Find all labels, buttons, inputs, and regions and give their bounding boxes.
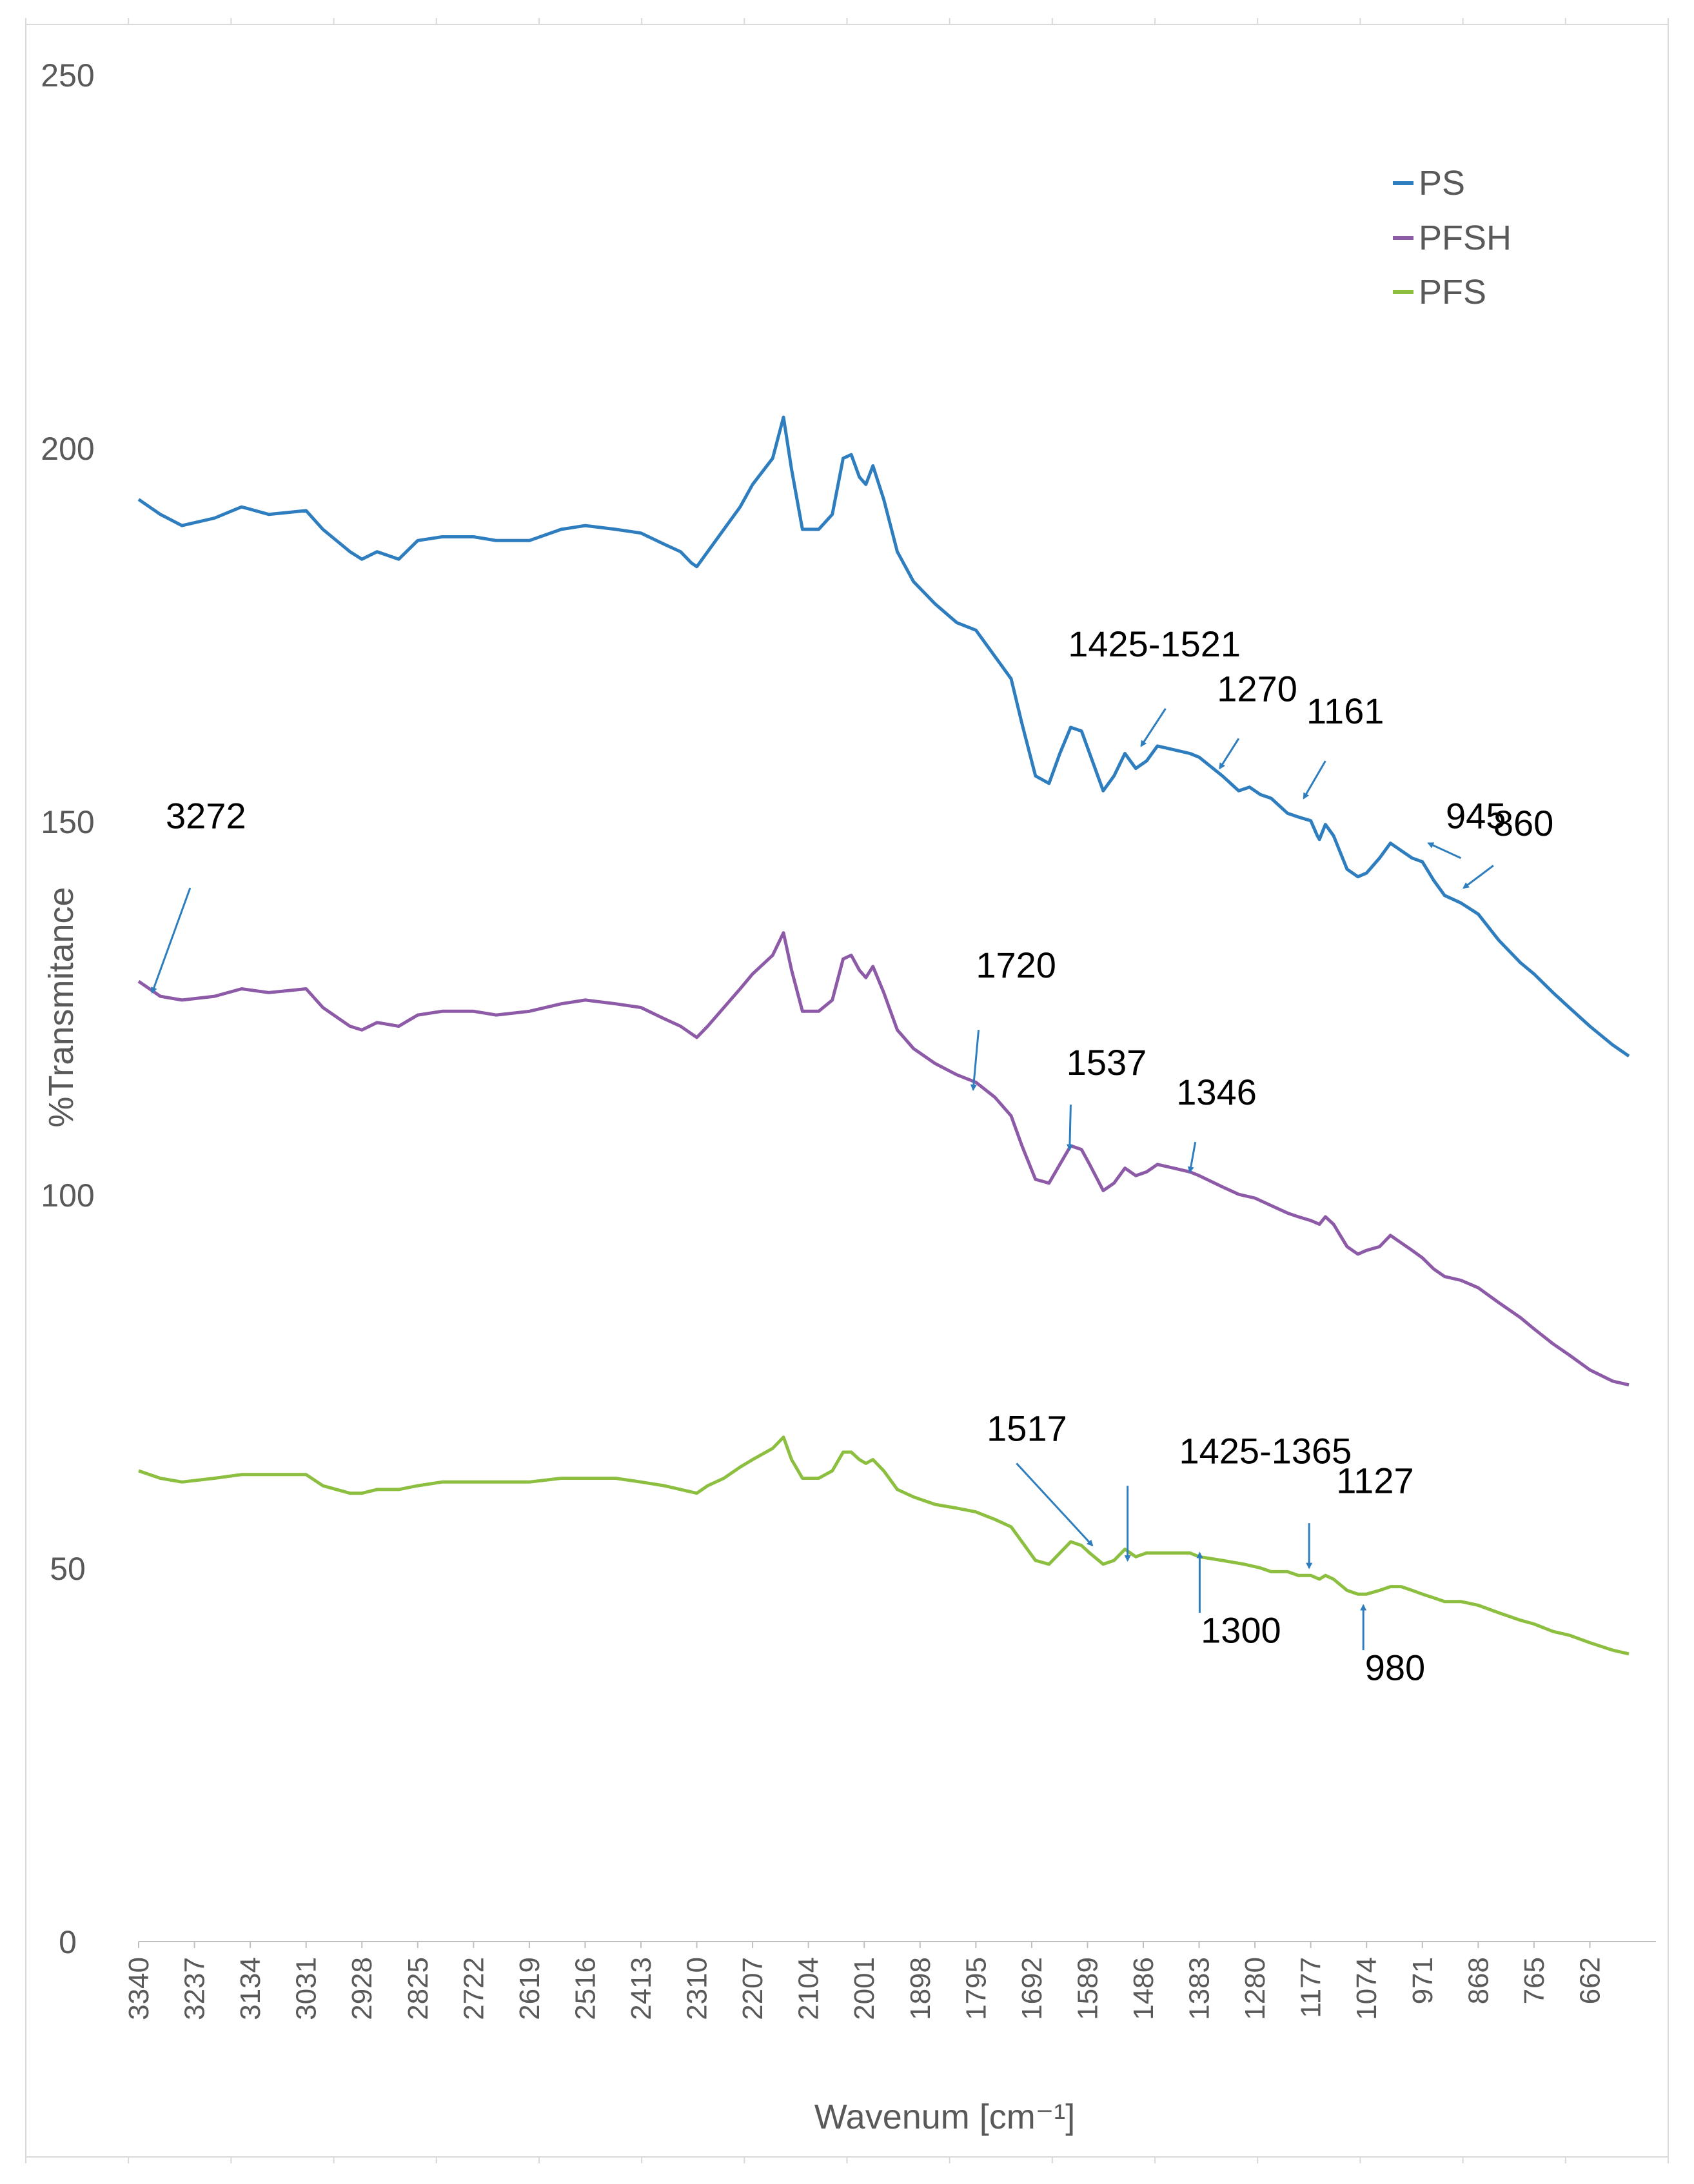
annotation-arrow [1463, 865, 1494, 889]
x-tick-label: 1589 [1072, 1957, 1103, 2020]
annotation-label: 1300 [1201, 1609, 1281, 1650]
x-tick-label: 765 [1519, 1957, 1550, 2004]
x-tick-label: 1280 [1239, 1957, 1271, 2020]
x-tick-label: 3031 [291, 1957, 322, 2020]
annotation-arrow [1303, 760, 1326, 800]
x-tick-label: 2722 [458, 1957, 489, 2020]
x-tick-label: 662 [1574, 1957, 1606, 2004]
x-tick-label: 1692 [1016, 1957, 1048, 2020]
annotation-label: 980 [1365, 1647, 1425, 1687]
annotation-arrow [1427, 842, 1462, 860]
annotation-label: 1720 [976, 945, 1056, 985]
x-tick-label: 2516 [569, 1957, 601, 2020]
y-tick-label: 50 [50, 1551, 86, 1587]
x-tick-label: 2001 [849, 1957, 880, 2020]
legend-label-ps: PS [1419, 164, 1465, 202]
annotation-label: 1346 [1176, 1072, 1257, 1112]
x-axis-ticks: 3340 3237 3134 3031 2928 2825 2722 2619 2516 2413… [123, 1942, 1606, 2020]
x-tick-label: 2310 [682, 1957, 713, 2020]
y-tick-label: 100 [41, 1177, 94, 1214]
x-tick-label: 1177 [1295, 1957, 1327, 2018]
y-tick-label: 150 [41, 804, 94, 840]
x-tick-label: 2619 [514, 1957, 546, 2020]
x-tick-label: 1795 [960, 1957, 992, 2020]
frame-ticks [25, 18, 1669, 2163]
x-tick-label: 1898 [905, 1957, 936, 2020]
annotation-label: 1270 [1217, 668, 1297, 709]
x-tick-label: 2207 [737, 1957, 769, 2020]
legend-label-pfsh: PFSH [1419, 219, 1512, 257]
annotation-label: 1425-1521 [1068, 624, 1241, 664]
y-axis-ticks: 0 50 100 150 200 250 [41, 57, 94, 1960]
annotation-label: 945 [1446, 795, 1506, 836]
y-tick-label: 250 [41, 57, 94, 93]
series-line-pfsh [137, 931, 1630, 1387]
x-tick-label: 3134 [235, 1957, 266, 2020]
y-axis-title: %Transmitance [42, 887, 81, 1127]
x-tick-label: 1486 [1128, 1957, 1159, 2020]
annotation-arrow [1187, 1141, 1197, 1174]
annotation-arrow [970, 1030, 980, 1091]
annotation-label: 3272 [166, 795, 246, 836]
y-tick-label: 200 [41, 431, 94, 467]
series-line-pfs [138, 1435, 1630, 1656]
x-tick-label: 2413 [625, 1957, 657, 2020]
annotation-label: 1537 [1067, 1042, 1147, 1083]
annotation-label: 1517 [987, 1408, 1067, 1449]
annotation-arrow [1016, 1462, 1094, 1547]
x-tick-label: 3237 [179, 1957, 211, 2020]
x-tick-label: 1074 [1351, 1957, 1383, 2020]
legend-label-pfs: PFS [1419, 273, 1486, 311]
x-axis-title: Wavenum [cm⁻¹] [814, 2098, 1076, 2136]
x-tick-label: 3340 [123, 1957, 155, 2020]
annotation-label: 1127 [1336, 1461, 1413, 1501]
x-tick-label: 971 [1407, 1957, 1439, 2004]
x-tick-label: 1383 [1184, 1957, 1216, 2020]
annotation-label: 1161 [1306, 691, 1384, 731]
annotation-arrow [1140, 708, 1167, 747]
series-layer [137, 415, 1630, 1656]
legend: PS PFSH PFS [1393, 164, 1512, 311]
x-tick-label: 2928 [346, 1957, 378, 2020]
annotation-arrow [1219, 738, 1240, 770]
series-line-ps [137, 415, 1630, 1058]
annotation-arrow [1066, 1105, 1073, 1151]
x-tick-label: 2825 [402, 1957, 434, 2020]
annotation-label: 860 [1493, 803, 1553, 843]
x-tick-label: 868 [1463, 1957, 1494, 2004]
y-tick-label: 0 [59, 1924, 77, 1960]
x-tick-label: 2104 [793, 1957, 825, 2020]
annotation-arrow [151, 887, 192, 994]
annotation-label: 1425-1365 [1179, 1430, 1352, 1471]
